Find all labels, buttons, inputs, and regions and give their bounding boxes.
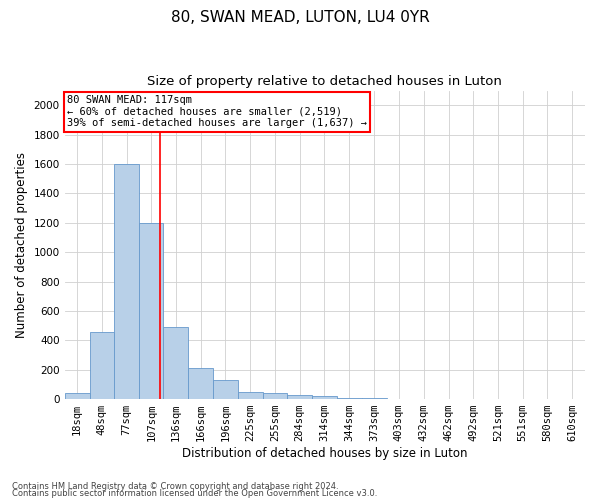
Text: Contains HM Land Registry data © Crown copyright and database right 2024.: Contains HM Land Registry data © Crown c… — [12, 482, 338, 491]
Text: 80 SWAN MEAD: 117sqm
← 60% of detached houses are smaller (2,519)
39% of semi-de: 80 SWAN MEAD: 117sqm ← 60% of detached h… — [67, 95, 367, 128]
Bar — [263, 393, 287, 399]
Bar — [337, 398, 362, 399]
Bar — [238, 392, 263, 399]
X-axis label: Distribution of detached houses by size in Luton: Distribution of detached houses by size … — [182, 447, 467, 460]
Text: 80, SWAN MEAD, LUTON, LU4 0YR: 80, SWAN MEAD, LUTON, LU4 0YR — [170, 10, 430, 25]
Bar — [90, 332, 114, 399]
Y-axis label: Number of detached properties: Number of detached properties — [15, 152, 28, 338]
Text: Contains public sector information licensed under the Open Government Licence v3: Contains public sector information licen… — [12, 489, 377, 498]
Bar — [65, 393, 90, 399]
Bar — [163, 327, 188, 399]
Bar — [188, 368, 213, 399]
Bar — [362, 398, 387, 399]
Bar — [213, 380, 238, 399]
Bar — [312, 396, 337, 399]
Title: Size of property relative to detached houses in Luton: Size of property relative to detached ho… — [148, 75, 502, 88]
Bar — [287, 396, 312, 399]
Bar — [139, 223, 163, 399]
Bar — [114, 164, 139, 399]
